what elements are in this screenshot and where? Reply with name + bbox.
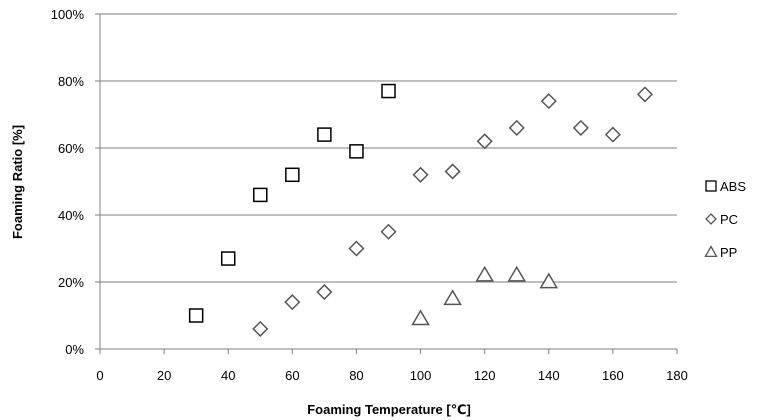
data-point-pc [348, 240, 365, 257]
data-point-pc [284, 294, 301, 311]
legend-marker-abs [705, 180, 717, 192]
y-tick-label: 80% [58, 74, 84, 89]
y-axis-title: Foaming Ratio [%] [10, 125, 25, 239]
data-point-pc [412, 166, 429, 183]
data-point-abs [188, 308, 204, 323]
x-tick-label: 160 [602, 368, 624, 383]
data-point-pc [572, 119, 589, 136]
gridlines [100, 13, 677, 283]
x-tick-label: 40 [221, 368, 235, 383]
legend-label-pp: PP [720, 245, 737, 260]
data-point-abs [317, 127, 332, 142]
x-tick-label: 20 [157, 368, 171, 383]
legend-label-pc: PC [720, 212, 738, 227]
x-tick-label: 140 [538, 368, 560, 383]
x-axis-title: Foaming Temperature [℃] [307, 402, 471, 417]
data-point-abs [220, 251, 236, 266]
x-tick-label: 100 [410, 368, 432, 383]
data-point-pc [636, 86, 654, 103]
y-tick-label: 0% [65, 342, 84, 357]
data-point-pp [411, 309, 430, 326]
y-tick-label: 40% [58, 208, 84, 223]
y-tick-label: 20% [58, 275, 84, 290]
data-point-pc [252, 320, 269, 337]
x-tick-labels: 0 20 40 60 80 100 120 140 160 180 [96, 368, 687, 383]
legend-marker-pp [704, 245, 718, 258]
series-abs [188, 83, 396, 323]
data-point-abs [253, 187, 268, 203]
data-point-pc [316, 283, 333, 301]
x-tick-label: 60 [285, 368, 299, 383]
y-tick-label: 100% [51, 7, 85, 22]
data-series [188, 83, 654, 337]
data-point-pc [508, 119, 525, 136]
x-tick-label: 120 [474, 368, 496, 383]
series-pp [411, 265, 559, 326]
data-point-pp [475, 265, 494, 282]
data-point-abs [381, 83, 396, 99]
data-point-pp [539, 272, 559, 289]
series-pc [252, 86, 654, 337]
y-tick-label: 60% [58, 141, 84, 156]
data-point-pp [507, 265, 527, 282]
data-point-abs [285, 167, 300, 183]
axes [95, 13, 678, 354]
legend-label-abs: ABS [720, 179, 746, 194]
data-point-pc [476, 133, 493, 150]
data-point-pp [443, 289, 462, 306]
data-point-abs [349, 144, 364, 159]
legend: ABS PC PP [704, 179, 746, 260]
data-point-pc [444, 163, 461, 180]
data-point-pc [540, 93, 557, 110]
legend-item-pc: PC [705, 212, 738, 227]
legend-marker-pc [705, 213, 717, 225]
x-tick-label: 80 [349, 368, 363, 383]
legend-item-pp: PP [704, 245, 737, 260]
data-point-pc [604, 126, 621, 143]
x-tick-label: 0 [96, 368, 103, 383]
legend-item-abs: ABS [705, 179, 746, 194]
y-tick-labels: 0% 20% 40% 60% 80% 100% [51, 7, 85, 357]
data-point-pc [380, 223, 397, 240]
x-tick-label: 180 [666, 368, 688, 383]
